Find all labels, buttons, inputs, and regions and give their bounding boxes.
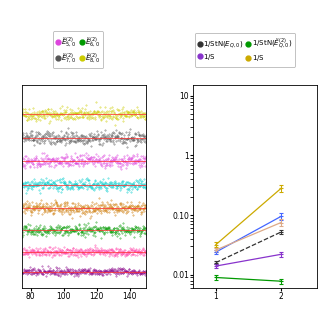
Legend: $\tilde{E}^{(2)}_{5,0}$, $\tilde{E}^{(2)}_{7,0}$, $\tilde{E}^{(2)}_{6,0}$, $\til: $\tilde{E}^{(2)}_{5,0}$, $\tilde{E}^{(2)… <box>53 31 103 68</box>
Legend: $1/\mathrm{StN}(E_{Q,0})$, $1/\mathrm{S}$, $1/\mathrm{StN}(\tilde{E}^{(2)}_{Q,0}: $1/\mathrm{StN}(E_{Q,0})$, $1/\mathrm{S}… <box>195 33 295 67</box>
